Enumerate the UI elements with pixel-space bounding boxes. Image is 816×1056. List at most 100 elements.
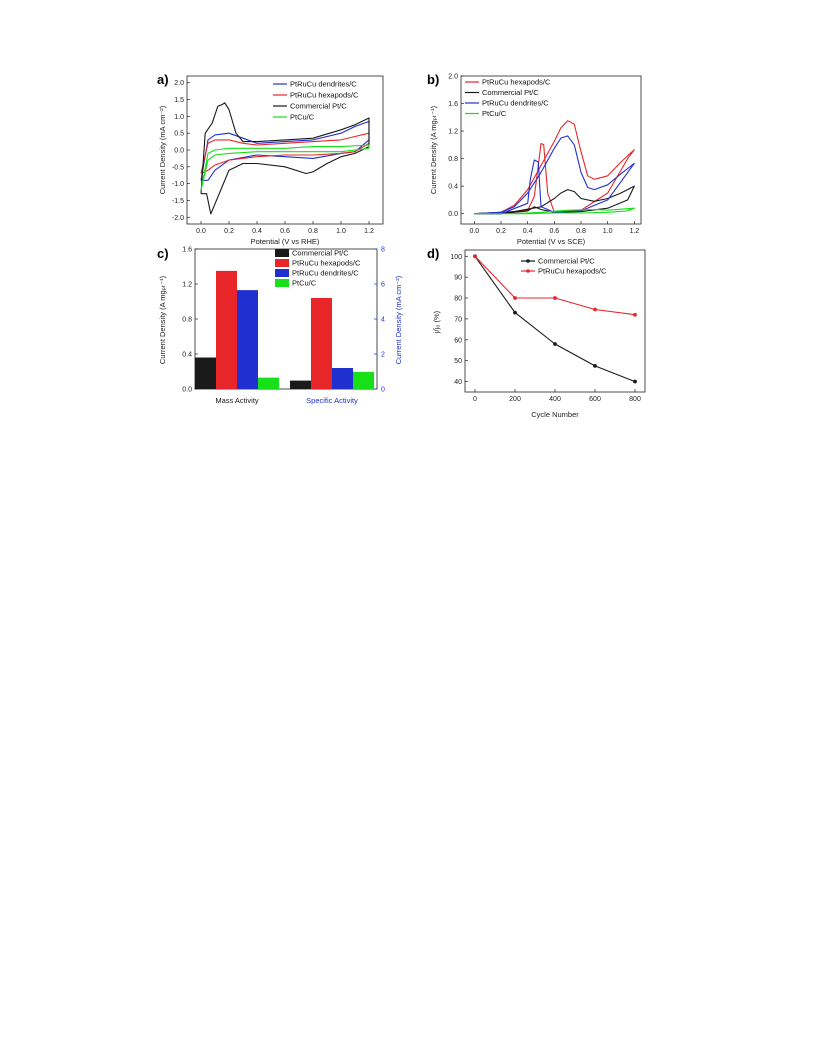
panel-d: d) 0 200 400 600 800 40 50 60 70 80 90 100 Commerci… — [425, 240, 655, 420]
d-ytick-label: 100 — [450, 254, 462, 261]
c-ytick-right-label: 8 — [381, 247, 385, 254]
d-legend-marker — [526, 259, 530, 263]
d-ytick-label: 50 — [454, 358, 462, 365]
c-ytick-label: 0.0 — [182, 387, 192, 394]
panel-label-c: c) — [157, 246, 169, 261]
c-ytick-label: 1.6 — [182, 247, 192, 254]
c-bar — [216, 270, 237, 389]
b-ytick-label: 1.2 — [448, 129, 458, 136]
c-ytick-label: 0.4 — [182, 352, 192, 359]
axis-ticks-b: 0.0 0.2 0.4 0.6 0.8 1.0 1.2 0.0 0.4 0.8 1.2 1.6 2.0 — [448, 74, 639, 236]
a-legend-label: Commercial Pt/C — [290, 102, 347, 111]
b-xtick-label: 0.0 — [469, 228, 479, 235]
d-ytick-label: 80 — [454, 296, 462, 303]
c-legend-swatch — [275, 249, 289, 257]
c-bar — [290, 380, 311, 389]
c-bar — [237, 290, 258, 389]
c-ytick-label: 1.2 — [182, 282, 192, 289]
d-data-point — [553, 342, 557, 346]
d-legend-label: Commercial Pt/C — [538, 257, 595, 266]
c-category-label: Specific Activity — [306, 396, 358, 405]
axis-ticks-a: 0.0 0.2 0.4 0.6 0.8 1.0 1.2 -2.0 -1.5 -1.0 -0.5 0.0… — [172, 80, 374, 235]
b-legend-label: Commercial Pt/C — [482, 88, 539, 97]
plot-frame-b — [460, 75, 642, 225]
y-axis-label-d: j/j₀ (%) — [432, 310, 441, 334]
y-axis-label-b: Current Density (A mgₚₜ⁻¹) — [429, 105, 438, 194]
b-series-line — [474, 135, 635, 215]
b-legend-label: PtCu/C — [482, 109, 507, 118]
b-ytick-label: 0.4 — [448, 184, 458, 191]
d-xtick-label: 600 — [589, 396, 601, 403]
d-data-point — [513, 296, 517, 300]
c-ytick-right-label: 2 — [381, 352, 385, 359]
d-legend-marker — [526, 269, 530, 273]
a-series-line — [200, 144, 370, 191]
b-xtick-label: 1.2 — [629, 228, 639, 235]
a-xtick-label: 0.8 — [308, 228, 318, 235]
axis-ticks-c: 0.0 0.4 0.8 1.2 1.6 0 2 4 6 8 — [182, 247, 385, 394]
c-legend-label: PtRuCu hexapods/C — [292, 259, 361, 268]
y-axis-right-label-c: Current Density (mA cm⁻²) — [394, 275, 403, 364]
d-data-point — [553, 296, 557, 300]
d-ytick-label: 60 — [454, 337, 462, 344]
b-xtick-label: 0.2 — [496, 228, 506, 235]
a-series-line — [200, 102, 370, 215]
line-chart-d: d) 0 200 400 600 800 40 50 60 70 80 90 100 Commerci… — [427, 246, 646, 419]
b-series-line — [474, 185, 635, 215]
a-ytick-label: 0.5 — [174, 131, 184, 138]
y-axis-label-c: Current Density (A mgₚₜ⁻¹) — [158, 275, 167, 364]
b-xtick-label: 0.4 — [523, 228, 533, 235]
d-xtick-label: 0 — [473, 396, 477, 403]
a-xtick-label: 0.6 — [280, 228, 290, 235]
c-bar — [353, 371, 374, 389]
d-data-point — [593, 363, 597, 368]
a-ytick-label: -1.5 — [172, 198, 184, 205]
c-legend-swatch — [275, 259, 289, 267]
a-ytick-label: 0.0 — [174, 148, 184, 155]
d-ytick-label: 70 — [454, 316, 462, 323]
a-ytick-label: 2.0 — [174, 80, 184, 87]
series-group-d — [473, 254, 637, 384]
c-bar — [332, 368, 353, 389]
x-axis-label-d: Cycle Number — [531, 410, 579, 419]
c-legend-label: PtRuCu dendrites/C — [292, 269, 359, 278]
b-ytick-label: 1.6 — [448, 101, 458, 108]
a-legend-label: PtCu/C — [290, 113, 315, 122]
c-ytick-right-label: 4 — [381, 317, 385, 324]
a-ytick-label: 1.5 — [174, 97, 184, 104]
d-ytick-label: 40 — [454, 379, 462, 386]
a-legend-label: PtRuCu dendrites/C — [290, 80, 357, 89]
b-legend-label: PtRuCu hexapods/C — [482, 78, 551, 87]
a-xtick-label: 0.2 — [224, 228, 234, 235]
c-legend-swatch — [275, 279, 289, 287]
cv-chart-b: b) 0.0 0.2 0.4 0.6 0.8 1.0 1.2 0.0 0.4 0.8 1.2 1.6 2… — [427, 72, 642, 246]
b-xtick-label: 1.0 — [603, 228, 613, 235]
x-axis-label-b: Potential (V vs SCE) — [517, 237, 586, 246]
series-group-b — [474, 120, 635, 215]
y-axis-label-a: Current Density (mA cm⁻²) — [158, 105, 167, 194]
d-xtick-label: 200 — [509, 396, 521, 403]
c-bar — [195, 357, 216, 389]
c-bar — [311, 298, 332, 389]
b-series-line — [474, 207, 635, 215]
d-data-point — [593, 307, 597, 312]
d-data-point — [633, 312, 637, 317]
b-ytick-label: 0.0 — [448, 211, 458, 218]
x-axis-label-a: Potential (V vs RHE) — [251, 237, 320, 246]
c-legend-swatch — [275, 269, 289, 277]
cv-chart-a: a) 0.0 0.2 0.4 0.6 0.8 1.0 1.2 -2.0 -1.5 -1.0 -0.5… — [157, 72, 384, 246]
b-xtick-label: 0.6 — [549, 228, 559, 235]
a-xtick-label: 1.2 — [364, 228, 374, 235]
a-legend-label: PtRuCu hexapods/C — [290, 91, 359, 100]
c-bar — [258, 377, 279, 389]
d-xtick-label: 800 — [629, 396, 641, 403]
a-ytick-label: -2.0 — [172, 215, 184, 222]
panel-b: b) 0.0 0.2 0.4 0.6 0.8 1.0 1.2 0.0 0.4 0.8 1.2 1.6 2… — [425, 70, 655, 250]
c-ytick-right-label: 0 — [381, 387, 385, 394]
d-ytick-label: 90 — [454, 275, 462, 282]
d-data-point — [473, 254, 477, 259]
series-group-a — [200, 102, 370, 215]
panel-label-a: a) — [157, 72, 169, 87]
